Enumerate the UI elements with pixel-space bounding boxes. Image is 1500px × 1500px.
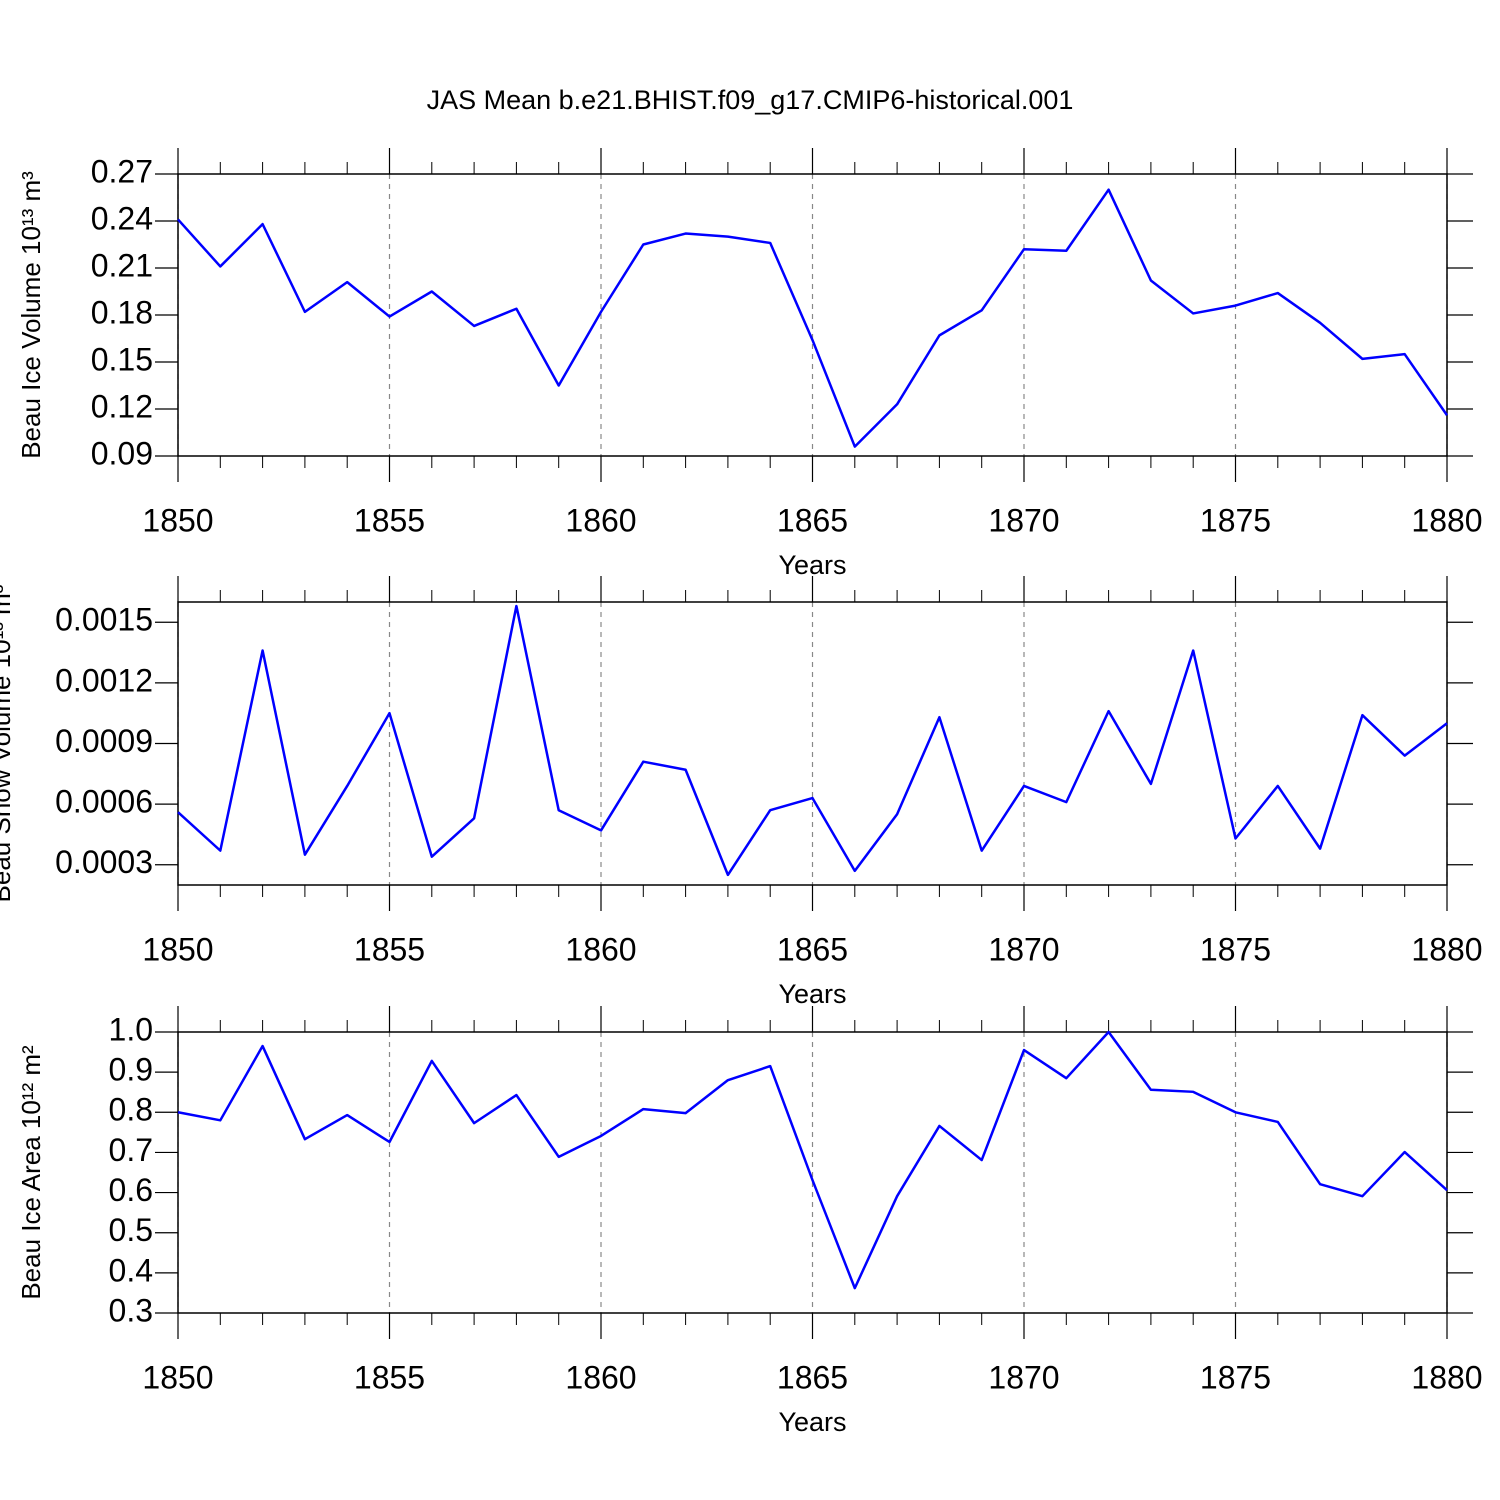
x-tick-label: 1875 <box>1200 931 1271 967</box>
x-tick-label: 1875 <box>1200 1359 1271 1395</box>
x-tick-label: 1865 <box>777 931 848 967</box>
x-axis-label: Years <box>778 1407 846 1437</box>
y-axis-label: Beau Snow Volume 10¹³ m³ <box>0 584 16 902</box>
data-line <box>177 604 1448 877</box>
y-tick-label: 0.0006 <box>55 784 153 820</box>
y-tick-label: 0.18 <box>91 294 153 330</box>
y-axis-label: Beau Ice Volume 10¹³ m³ <box>16 171 46 459</box>
x-tick-label: 1880 <box>1411 502 1482 538</box>
y-tick-label: 0.21 <box>91 247 153 283</box>
y-axis-label: Beau Ice Area 10¹² m² <box>16 1045 46 1300</box>
x-tick-label: 1880 <box>1411 931 1482 967</box>
y-tick-label: 0.8 <box>109 1092 153 1128</box>
x-tick-label: 1880 <box>1411 1359 1482 1395</box>
x-tick-label: 1850 <box>142 1359 213 1395</box>
y-tick-label: 0.6 <box>109 1172 153 1208</box>
y-tick-label: 0.09 <box>91 435 153 471</box>
y-tick-label: 0.0009 <box>55 723 153 759</box>
data-line <box>177 1030 1448 1290</box>
y-tick-label: 0.12 <box>91 388 153 424</box>
x-tick-label: 1855 <box>354 502 425 538</box>
y-tick-label: 0.27 <box>91 153 153 189</box>
x-tick-label: 1865 <box>777 502 848 538</box>
x-tick-label: 1860 <box>565 502 636 538</box>
y-tick-label: 0.0003 <box>55 844 153 880</box>
chart-title: JAS Mean b.e21.BHIST.f09_g17.CMIP6-histo… <box>427 85 1074 115</box>
plot-frame <box>177 601 1448 886</box>
x-tick-label: 1850 <box>142 931 213 967</box>
y-tick-label: 0.0015 <box>55 602 153 638</box>
x-tick-label: 1875 <box>1200 502 1271 538</box>
y-tick-label: 0.3 <box>109 1292 153 1328</box>
y-tick-label: 0.0012 <box>55 662 153 698</box>
y-tick-label: 1.0 <box>109 1011 153 1047</box>
data-line <box>177 188 1449 448</box>
x-tick-label: 1870 <box>988 502 1059 538</box>
plot-frame <box>177 1031 1448 1314</box>
x-tick-label: 1855 <box>354 1359 425 1395</box>
x-tick-label: 1850 <box>142 502 213 538</box>
x-tick-label: 1855 <box>354 931 425 967</box>
y-tick-label: 0.7 <box>109 1132 153 1168</box>
x-axis-label: Years <box>778 550 846 580</box>
x-axis-label: Years <box>778 979 846 1009</box>
x-tick-label: 1865 <box>777 1359 848 1395</box>
y-tick-label: 0.24 <box>91 200 153 236</box>
x-tick-label: 1860 <box>565 931 636 967</box>
y-tick-label: 0.9 <box>109 1052 153 1088</box>
plot-frame <box>177 173 1448 457</box>
x-tick-label: 1860 <box>565 1359 636 1395</box>
x-tick-label: 1870 <box>988 931 1059 967</box>
y-tick-label: 0.15 <box>91 341 153 377</box>
y-tick-label: 0.4 <box>109 1252 153 1288</box>
y-tick-label: 0.5 <box>109 1212 153 1248</box>
x-tick-label: 1870 <box>988 1359 1059 1395</box>
